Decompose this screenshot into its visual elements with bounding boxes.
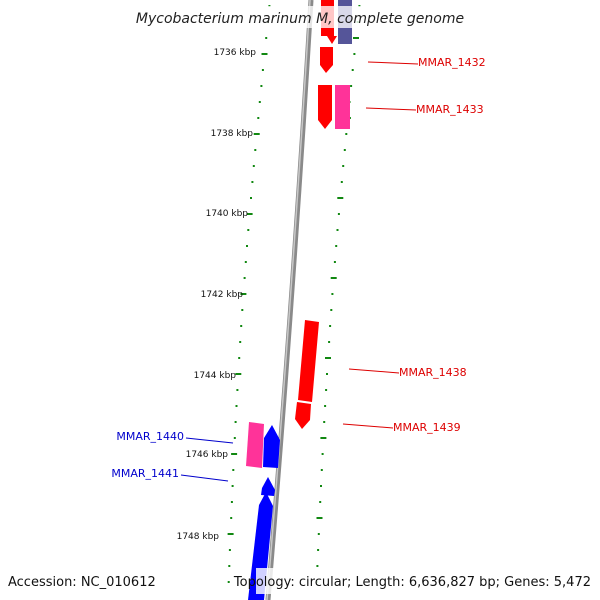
kbp-labels: 1736 kbp 1738 kbp 1740 kbp 1742 kbp 1744… — [177, 48, 257, 542]
map-title: Mycobacterium marinum M, complete genome — [136, 11, 464, 27]
kbp-label: 1740 kbp — [206, 209, 249, 219]
kbp-label: 1746 kbp — [186, 450, 229, 460]
gene-arrow[interactable] — [263, 425, 280, 468]
gene-block[interactable] — [318, 85, 332, 120]
genome-info-text: Topology: circular; Length: 6,636,827 bp… — [233, 575, 591, 590]
gene-label[interactable]: MMAR_1432 — [418, 56, 486, 69]
gene-label[interactable]: MMAR_1438 — [399, 366, 467, 379]
gene-arrow[interactable] — [295, 402, 311, 429]
gene-label[interactable]: MMAR_1441 — [111, 467, 179, 480]
gene-block[interactable] — [246, 422, 264, 468]
gene-label-leaders — [180, 61, 419, 482]
gene-leader-line — [180, 474, 229, 482]
kbp-label: 1738 kbp — [211, 129, 254, 139]
kbp-label: 1742 kbp — [201, 290, 244, 300]
gene-block[interactable] — [335, 85, 350, 129]
title-backdrop — [138, 6, 464, 28]
genome-backbone — [265, 0, 314, 600]
footer-info-backdrop — [256, 568, 596, 594]
gene-leader-line — [185, 437, 234, 444]
gene-leader-line — [365, 107, 417, 111]
gene-leader-line — [342, 423, 394, 429]
kbp-label: 1748 kbp — [177, 532, 220, 542]
genome-backbone-highlight — [266, 0, 311, 600]
gene-block[interactable] — [320, 47, 333, 65]
gene-block[interactable] — [298, 320, 319, 402]
gene-labels: MMAR_1432 MMAR_1433 MMAR_1438 MMAR_1439 … — [111, 56, 485, 480]
gene-arrow[interactable] — [320, 65, 333, 73]
gene-leader-line — [348, 368, 400, 374]
gene-leader-line — [367, 61, 419, 65]
gene-arrow[interactable] — [261, 477, 275, 496]
gene-label[interactable]: MMAR_1440 — [116, 430, 184, 443]
gene-arrow[interactable] — [318, 120, 332, 129]
forward-genes — [295, 0, 352, 429]
left-tick-row — [227, 5, 271, 583]
kbp-label: 1744 kbp — [194, 371, 237, 381]
kbp-label: 1736 kbp — [214, 48, 257, 58]
gene-block[interactable] — [248, 492, 273, 600]
gene-label[interactable]: MMAR_1433 — [416, 103, 484, 116]
gene-label[interactable]: MMAR_1439 — [393, 421, 461, 434]
accession-text: Accession: NC_010612 — [8, 575, 156, 590]
gene-arrow[interactable] — [327, 36, 337, 44]
reverse-genes — [246, 422, 280, 600]
